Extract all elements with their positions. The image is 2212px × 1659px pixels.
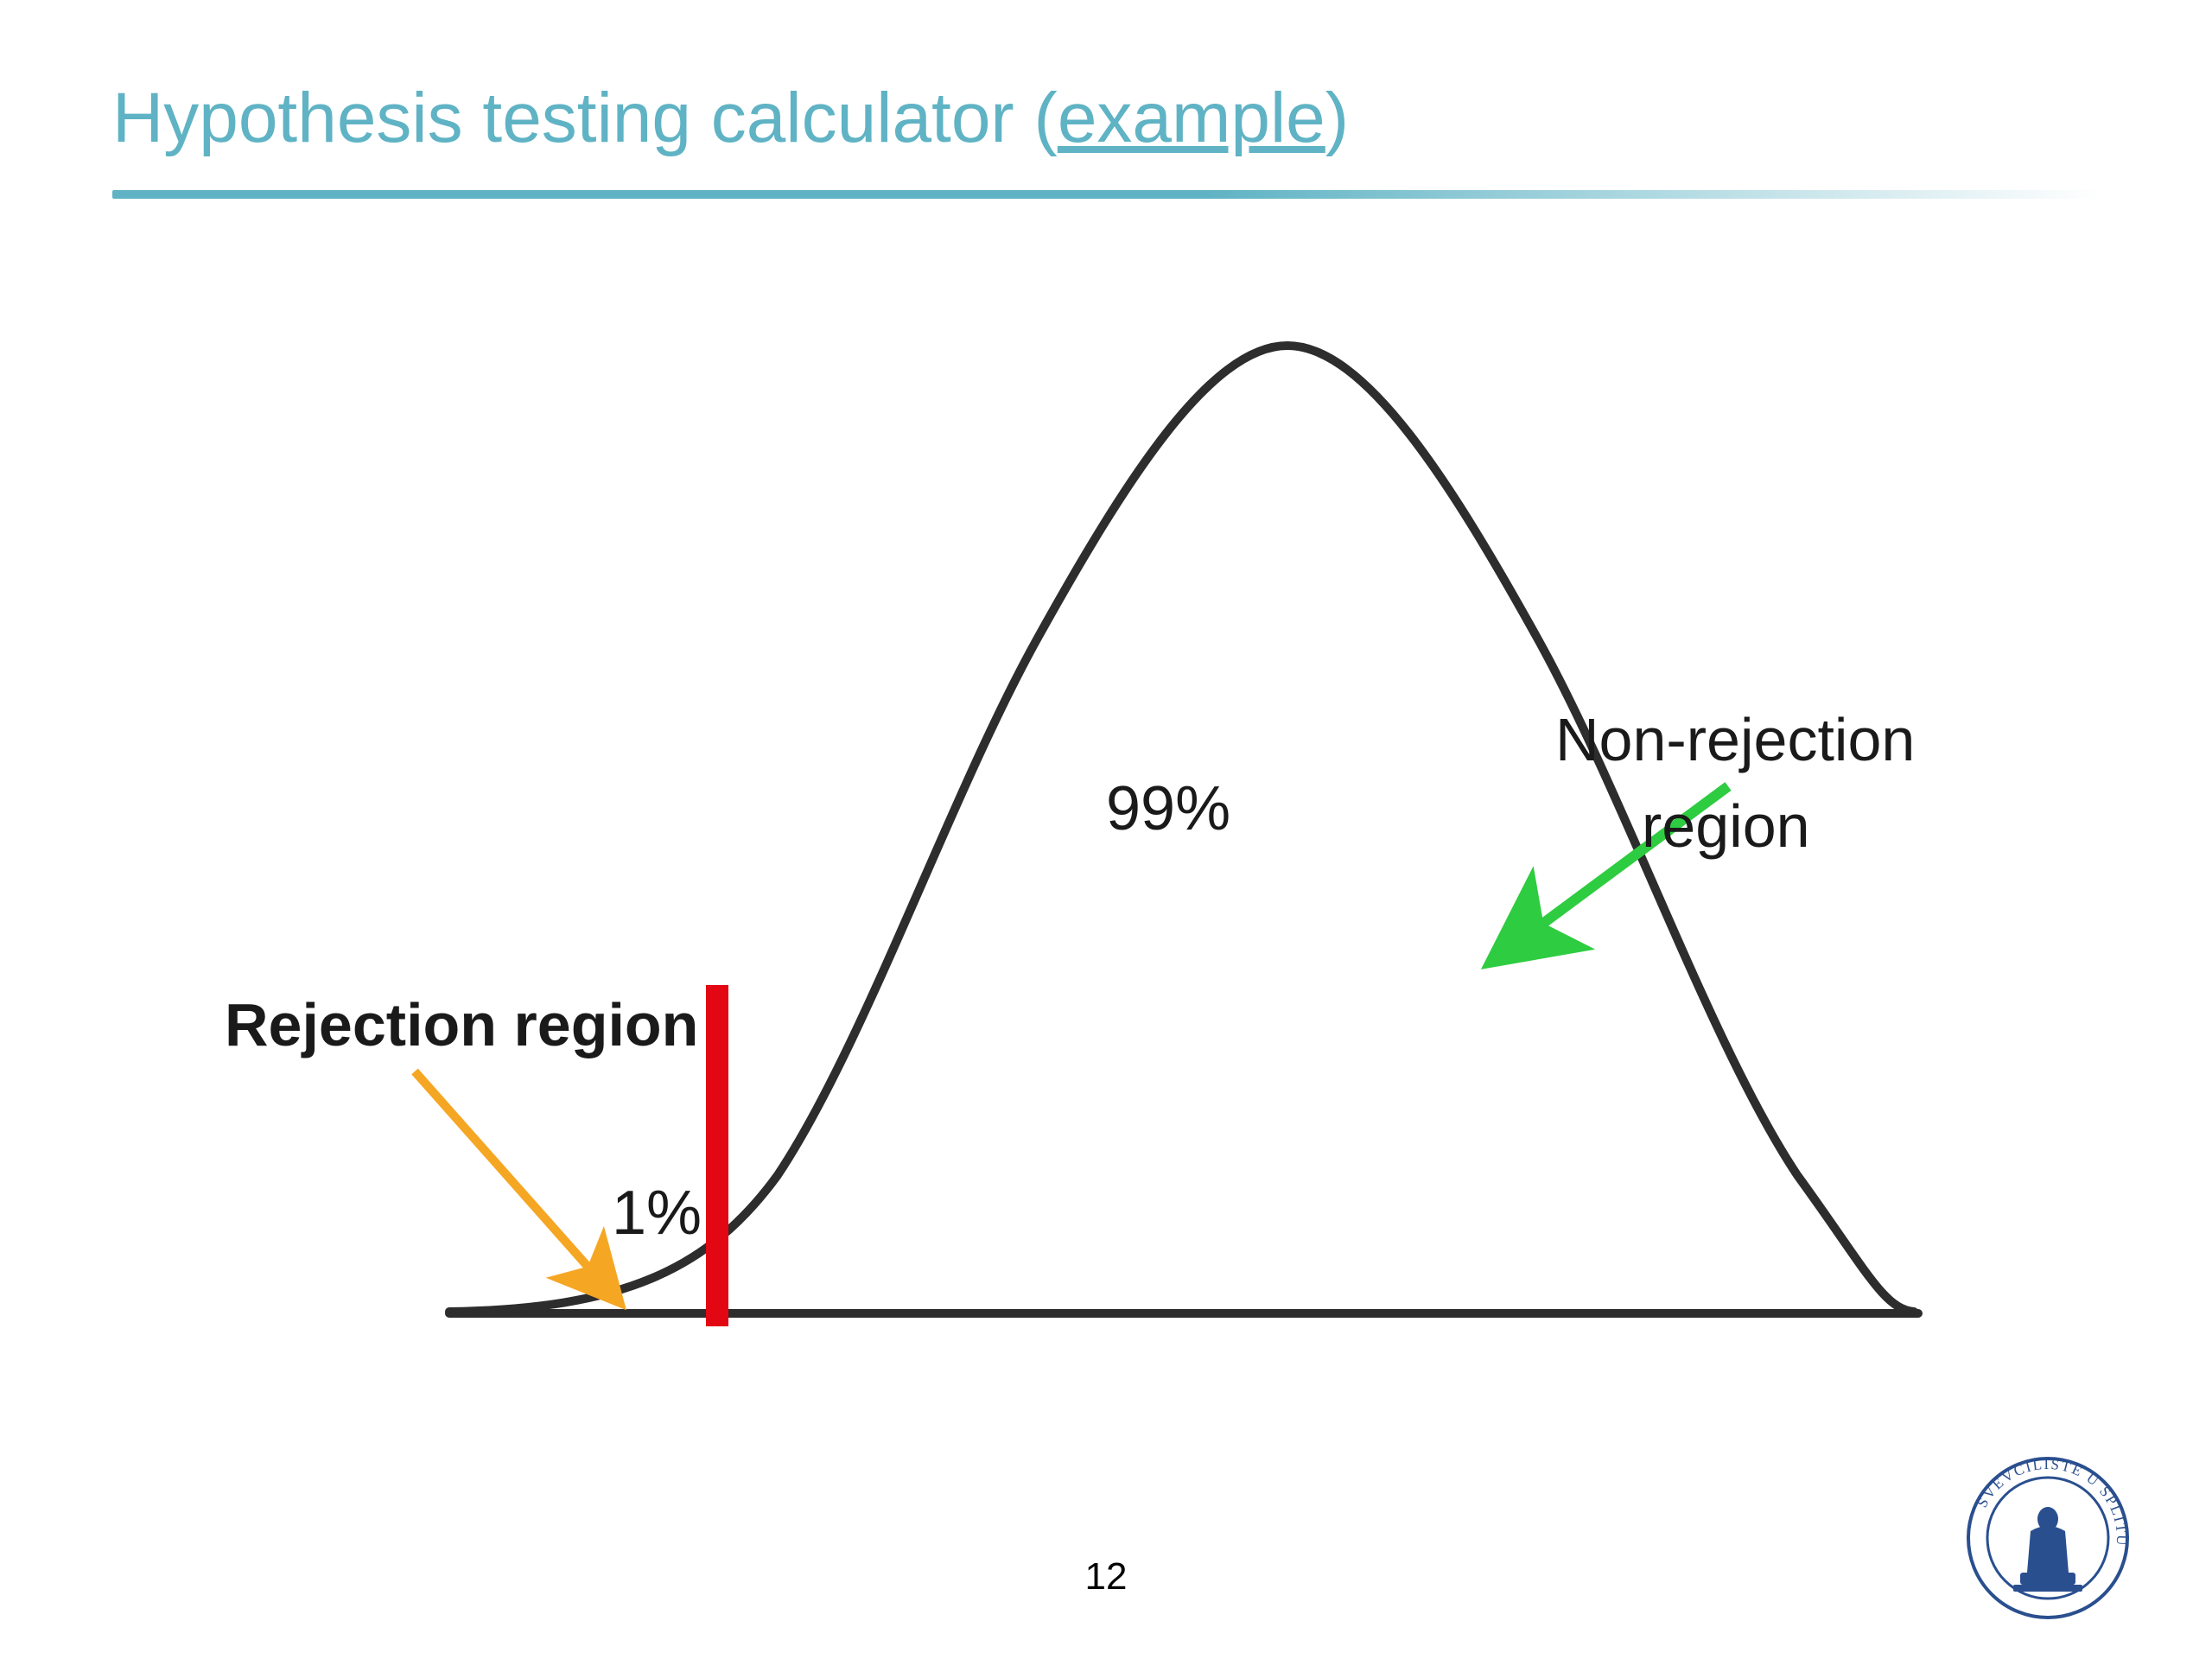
slide: Hypothesis testing calculator (example) <box>0 0 2212 1659</box>
page-number: 12 <box>1085 1555 1128 1599</box>
title-prefix: Hypothesis testing calculator ( <box>112 79 1058 157</box>
pct-99-label: 99% <box>1106 774 1230 843</box>
hypothesis-diagram: Rejection region Non-rejection region 99… <box>225 294 1987 1400</box>
university-logo: SVEVCILISTE U SPLITU <box>1961 1452 2134 1624</box>
title-suffix: ) <box>1325 79 1349 157</box>
title-example-link[interactable]: example <box>1058 79 1325 157</box>
diagram-svg: Rejection region Non-rejection region 99… <box>225 294 1987 1400</box>
title-underline <box>112 190 2100 199</box>
pct-1-label: 1% <box>612 1179 702 1248</box>
rejection-arrow <box>415 1071 618 1300</box>
nonrejection-label-line2: region <box>1642 792 1810 860</box>
nonrejection-label-line1: Non-rejection <box>1555 706 1915 773</box>
slide-title: Hypothesis testing calculator (example) <box>112 78 1349 159</box>
rejection-label: Rejection region <box>225 991 698 1058</box>
